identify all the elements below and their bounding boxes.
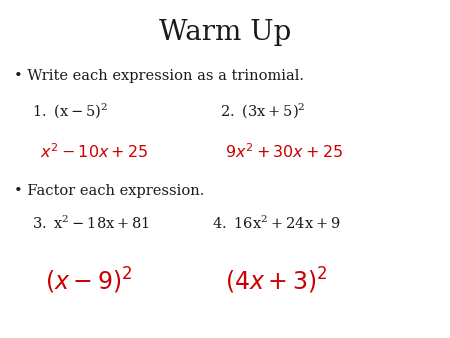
Text: $\mathregular{1.\ (x-5)^{2}}$: $\mathregular{1.\ (x-5)^{2}}$ xyxy=(32,101,108,120)
Text: $(4x+3)^{2}$: $(4x+3)^{2}$ xyxy=(225,265,328,295)
Text: $9x^{2}+30x+25$: $9x^{2}+30x+25$ xyxy=(225,144,343,162)
Text: $x^{2}-10x+25$: $x^{2}-10x+25$ xyxy=(40,144,149,162)
Text: • Factor each expression.: • Factor each expression. xyxy=(14,184,204,198)
Text: • Write each expression as a trinomial.: • Write each expression as a trinomial. xyxy=(14,69,303,83)
Text: $\mathregular{3.\ x^{2}-18x+81}$: $\mathregular{3.\ x^{2}-18x+81}$ xyxy=(32,215,149,232)
Text: $\mathregular{2.\ (3x+5)^{2}}$: $\mathregular{2.\ (3x+5)^{2}}$ xyxy=(220,101,306,120)
Text: $(x-9)^{2}$: $(x-9)^{2}$ xyxy=(45,265,133,295)
Text: Warm Up: Warm Up xyxy=(159,19,291,46)
Text: $\mathregular{4.\ 16x^{2}+24x+9}$: $\mathregular{4.\ 16x^{2}+24x+9}$ xyxy=(212,215,340,232)
